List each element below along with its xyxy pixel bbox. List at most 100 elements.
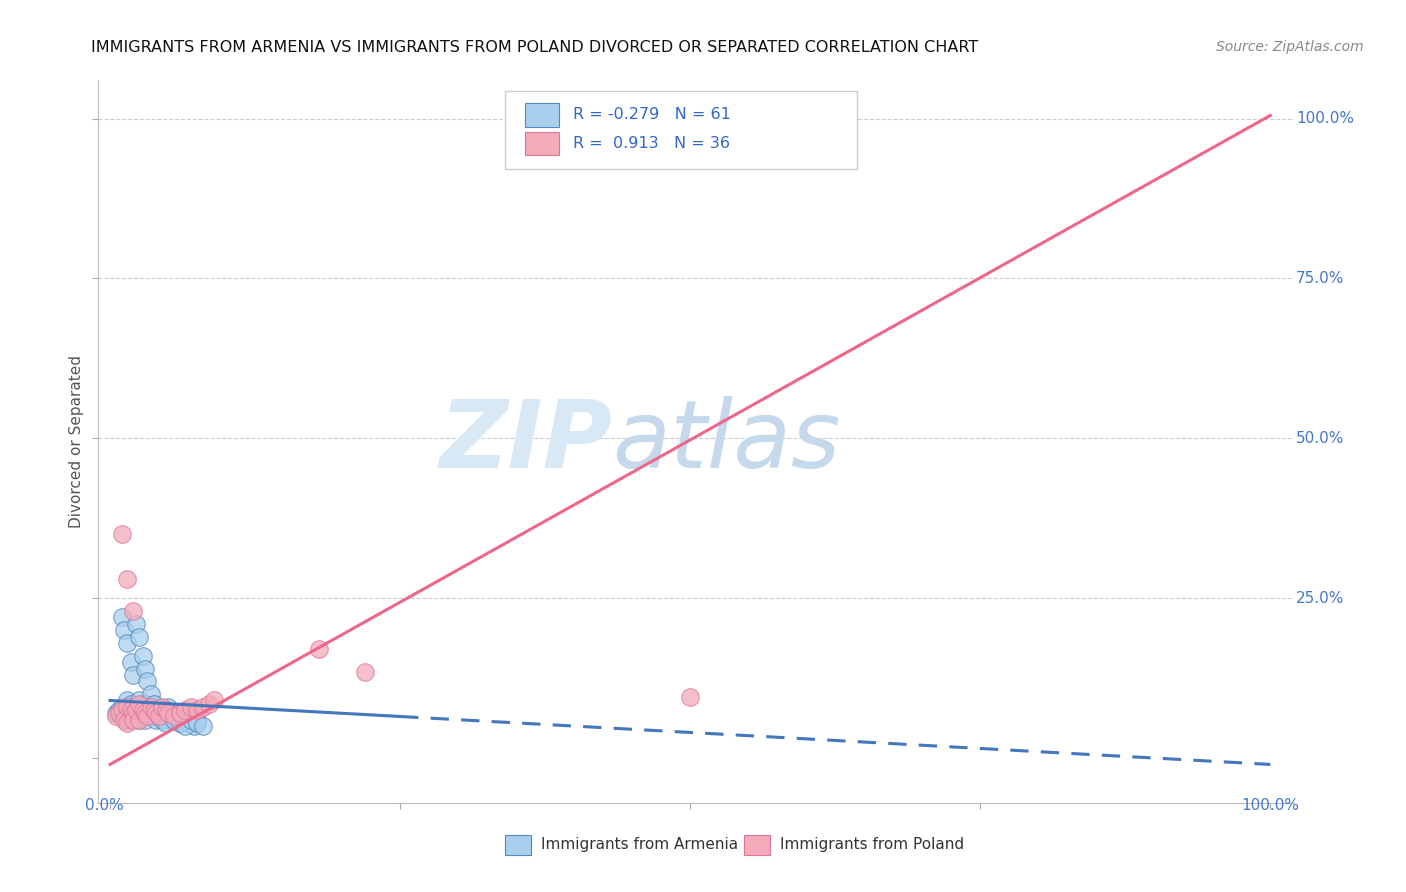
Point [117, 699, 139, 714]
Point [169, 715, 191, 730]
Text: R = -0.279   N = 61: R = -0.279 N = 61 [572, 107, 731, 122]
Point [122, 706, 145, 721]
Point [169, 715, 191, 730]
Point [145, 713, 167, 727]
Bar [524, 132, 558, 155]
Point [108, 706, 131, 721]
Point [177, 715, 200, 730]
Point [145, 706, 167, 721]
Text: ZIP: ZIP [440, 395, 613, 488]
Point [197, 697, 219, 711]
Point [155, 715, 177, 730]
Point [183, 719, 205, 733]
Point [128, 693, 150, 707]
Point [191, 699, 214, 714]
Text: R =  0.913   N = 36: R = 0.913 N = 36 [572, 136, 730, 152]
Point [170, 706, 193, 721]
Text: 50.0%: 50.0% [1296, 431, 1344, 446]
Point [124, 616, 146, 631]
Point [157, 706, 180, 721]
Point [163, 713, 186, 727]
Point [120, 703, 142, 717]
Point [157, 706, 180, 721]
Point [163, 706, 186, 721]
Point [134, 661, 156, 675]
Point [111, 527, 134, 541]
Point [354, 665, 377, 679]
Point [124, 699, 146, 714]
Point [186, 703, 208, 717]
Point [117, 713, 139, 727]
Point [108, 703, 131, 717]
Point [111, 703, 134, 717]
Text: Immigrants from Poland: Immigrants from Poland [780, 838, 963, 852]
Point [131, 648, 153, 663]
Point [155, 709, 177, 723]
Point [204, 693, 226, 707]
Point [128, 630, 150, 644]
Point [134, 713, 156, 727]
Point [148, 709, 170, 723]
Point [122, 668, 145, 682]
Point [139, 699, 162, 714]
Text: atlas: atlas [613, 396, 841, 487]
Point [166, 709, 188, 723]
Point [117, 715, 139, 730]
Point [112, 709, 135, 723]
Point [134, 706, 156, 721]
Point [139, 709, 162, 723]
Point [124, 709, 146, 723]
Point [134, 706, 156, 721]
Point [191, 719, 214, 733]
Point [112, 713, 135, 727]
Point [122, 703, 145, 717]
Bar [744, 835, 770, 855]
Point [128, 697, 150, 711]
Point [117, 693, 139, 707]
Point [145, 703, 167, 717]
FancyBboxPatch shape [505, 91, 858, 169]
Text: 100.0%: 100.0% [1241, 797, 1299, 813]
Point [139, 687, 162, 701]
Point [122, 713, 145, 727]
Bar [505, 835, 531, 855]
Point [180, 713, 202, 727]
Point [120, 655, 142, 669]
Point [157, 699, 180, 714]
Text: 25.0%: 25.0% [1296, 591, 1344, 606]
Point [174, 713, 197, 727]
Point [148, 706, 170, 721]
Point [136, 709, 159, 723]
Point [174, 719, 197, 733]
Text: 100.0%: 100.0% [1296, 112, 1354, 126]
Point [111, 610, 134, 624]
Text: Immigrants from Armenia: Immigrants from Armenia [541, 838, 738, 852]
Point [155, 703, 177, 717]
Point [143, 703, 166, 717]
Text: Source: ZipAtlas.com: Source: ZipAtlas.com [1216, 40, 1364, 54]
Point [169, 706, 191, 721]
Point [136, 674, 159, 689]
Point [131, 703, 153, 717]
Point [180, 709, 202, 723]
Point [308, 642, 330, 657]
Point [111, 699, 134, 714]
Point [122, 604, 145, 618]
Point [159, 713, 181, 727]
Text: 75.0%: 75.0% [1296, 271, 1344, 286]
Point [186, 715, 208, 730]
Point [104, 709, 127, 723]
Point [186, 713, 208, 727]
Point [122, 706, 145, 721]
Point [117, 572, 139, 586]
Point [124, 703, 146, 717]
Point [143, 697, 166, 711]
Point [117, 636, 139, 650]
Point [139, 699, 162, 714]
Point [136, 703, 159, 717]
Point [120, 697, 142, 711]
Point [112, 623, 135, 637]
Point [145, 703, 167, 717]
Y-axis label: Divorced or Separated: Divorced or Separated [69, 355, 84, 528]
Point [174, 703, 197, 717]
